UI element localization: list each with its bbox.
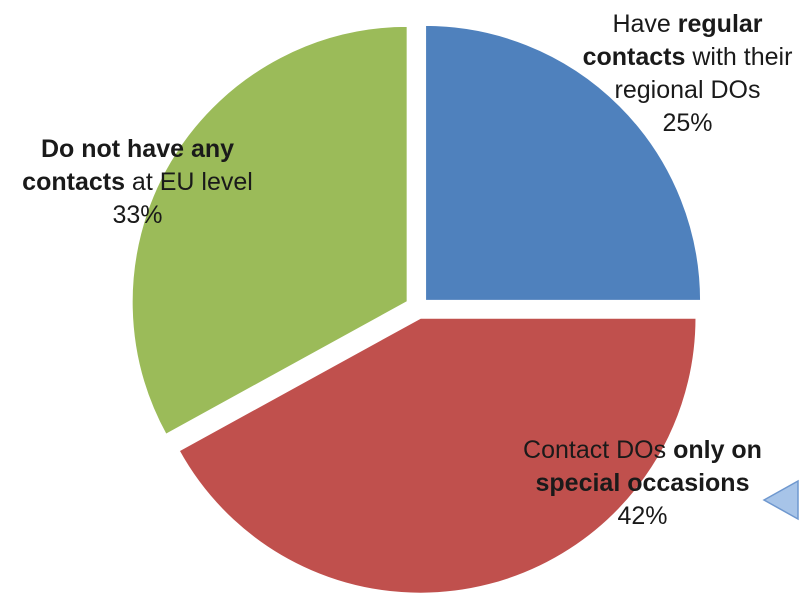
slice-value-none: 33%	[112, 201, 163, 229]
slice-value-special: 42%	[617, 502, 668, 530]
slice-value-regular: 25%	[662, 109, 713, 137]
pie-slice-regular	[424, 23, 703, 302]
pie-slice-none	[130, 24, 409, 437]
slice-label-none: Do not have any contacts at EU level 33%	[22, 135, 253, 229]
slice-label-special: Contact DOs only on special occasions 42…	[523, 436, 762, 530]
slice-label-regular: Have regular contacts with their regiona…	[582, 10, 793, 137]
chevron-arrow-left-icon	[762, 479, 799, 521]
pie-slice-special	[177, 316, 698, 595]
